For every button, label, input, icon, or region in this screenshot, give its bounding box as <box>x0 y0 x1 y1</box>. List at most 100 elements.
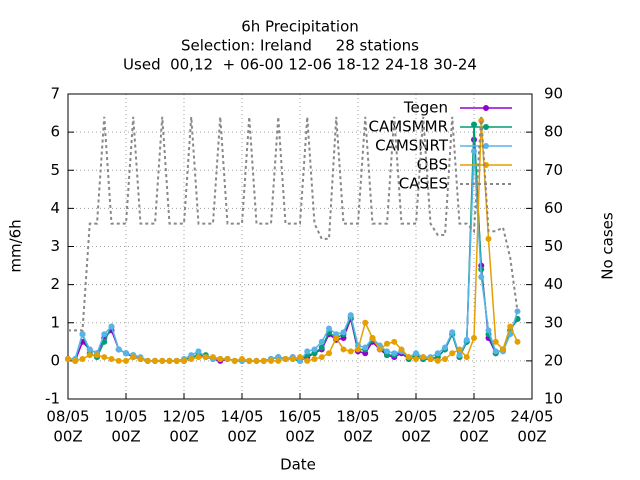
data-point <box>478 274 485 280</box>
data-point <box>188 355 195 362</box>
data-point <box>181 357 187 364</box>
y-tick-label: 6 <box>50 123 60 141</box>
data-point <box>500 346 506 353</box>
data-point <box>86 346 93 353</box>
series-line <box>67 139 519 362</box>
data-point <box>384 348 390 355</box>
series-line <box>68 116 519 332</box>
y2-tick-label: 90 <box>544 85 563 103</box>
data-point <box>355 346 361 353</box>
data-point <box>449 350 456 357</box>
y2-tick-label: 60 <box>544 199 563 217</box>
data-point <box>427 355 434 362</box>
data-point <box>231 357 238 364</box>
data-point <box>507 323 514 330</box>
y-axis-label: mm/6h <box>7 219 25 272</box>
data-point <box>478 117 485 124</box>
data-point <box>289 355 296 362</box>
y-tick-label: 7 <box>50 85 60 103</box>
y2-tick-label: 20 <box>544 351 563 369</box>
data-point <box>514 308 521 315</box>
data-point <box>369 335 376 341</box>
x-tick-label: 16/05 <box>278 408 321 426</box>
data-point <box>471 121 477 128</box>
y-tick-label: 2 <box>50 275 60 293</box>
data-point <box>217 355 224 362</box>
data-point <box>166 357 173 364</box>
data-point <box>391 338 398 345</box>
data-point <box>471 148 477 155</box>
data-point <box>108 323 115 330</box>
data-point <box>123 350 129 357</box>
chart-title: 6h Precipitation <box>241 18 359 36</box>
legend-label: Tegen <box>403 99 448 117</box>
data-point <box>318 338 325 345</box>
data-point <box>311 355 318 362</box>
data-point <box>195 348 202 355</box>
data-point <box>463 336 470 343</box>
data-point <box>413 350 419 357</box>
legend-label: CAMSNRT <box>375 137 449 155</box>
x-axis-label: Date <box>280 456 316 474</box>
legend-label: OBS <box>417 156 448 174</box>
x-tick-label: 24/05 <box>510 408 553 426</box>
chart-subtitle: Selection: Ireland 28 stations <box>181 37 419 55</box>
data-point <box>434 357 441 364</box>
data-point <box>101 354 108 361</box>
data-point <box>376 346 383 353</box>
data-point <box>137 355 144 362</box>
data-point <box>405 354 412 361</box>
x-tick-label: 00Z <box>111 428 140 446</box>
data-point <box>123 357 129 364</box>
x-tick-label: 00Z <box>169 428 198 446</box>
data-point <box>442 355 448 362</box>
data-point <box>340 329 347 336</box>
data-point <box>326 325 332 332</box>
data-point <box>304 357 311 364</box>
legend-marker <box>483 124 489 130</box>
y-tick-label: 4 <box>50 199 60 217</box>
chart-subtitle: Used 00,12 + 06-00 12-06 18-12 24-18 30-… <box>123 56 477 74</box>
data-point <box>297 354 303 361</box>
data-point <box>202 354 209 361</box>
data-point <box>130 354 137 361</box>
data-point <box>173 357 180 364</box>
data-point <box>485 327 492 334</box>
data-point <box>144 357 151 364</box>
data-point <box>65 355 71 362</box>
data-point <box>420 354 427 361</box>
data-point <box>492 348 499 355</box>
data-point <box>362 344 369 351</box>
data-point <box>384 340 390 347</box>
data-point <box>246 357 253 364</box>
data-point <box>195 354 202 361</box>
x-tick-label: 10/05 <box>104 408 147 426</box>
data-point <box>347 312 354 319</box>
data-point <box>362 319 369 326</box>
x-tick-label: 00Z <box>517 428 546 446</box>
data-point <box>282 355 289 362</box>
x-tick-label: 12/05 <box>162 408 205 426</box>
data-point <box>152 357 158 364</box>
data-point <box>268 357 274 364</box>
data-point <box>456 346 463 353</box>
data-point <box>94 352 100 359</box>
data-point <box>253 357 260 364</box>
data-point <box>108 355 115 362</box>
data-point <box>413 355 419 362</box>
y2-tick-label: 30 <box>544 313 563 331</box>
y-tick-label: 5 <box>50 161 60 179</box>
legend-marker <box>483 105 489 111</box>
y2-axis-label: No cases <box>599 212 617 280</box>
x-tick-label: 20/05 <box>394 408 437 426</box>
x-tick-label: 00Z <box>459 428 488 446</box>
legend-label: CAMSMMR <box>368 118 448 136</box>
x-tick-label: 00Z <box>401 428 430 446</box>
data-point <box>434 350 441 357</box>
data-point <box>260 357 267 364</box>
data-point <box>72 357 79 364</box>
data-point <box>275 357 282 364</box>
data-point <box>318 354 325 361</box>
y2-tick-label: 80 <box>544 123 563 141</box>
series-line <box>68 151 519 362</box>
